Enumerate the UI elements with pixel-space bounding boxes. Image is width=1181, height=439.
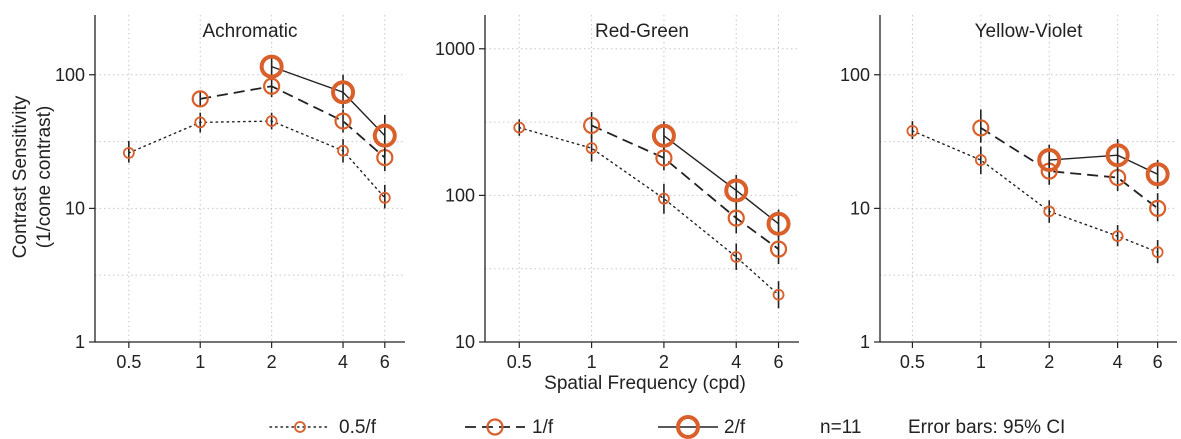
x-tick-label: 1 bbox=[195, 352, 205, 372]
data-point bbox=[122, 147, 135, 159]
y-tick-label: 100 bbox=[445, 185, 475, 205]
x-tick-label: 1 bbox=[587, 352, 597, 372]
x-tick-label: 6 bbox=[1153, 352, 1163, 372]
x-tick-label: 0.5 bbox=[507, 352, 532, 372]
chart-panels: 0.5 1 2 4 6 1 10 100 Achromatic 0.5 1 2 4 6 10 100 1000 R… bbox=[55, 15, 1177, 372]
data-point bbox=[1151, 246, 1164, 259]
data-point bbox=[372, 123, 397, 148]
data-point bbox=[1111, 230, 1124, 243]
data-point bbox=[1105, 143, 1130, 168]
series-1/f bbox=[582, 112, 788, 265]
data-point bbox=[582, 116, 601, 135]
series-line bbox=[663, 135, 779, 225]
series-1/f bbox=[972, 109, 1167, 222]
x-tick-label: 4 bbox=[338, 352, 348, 372]
x-tick-label: 2 bbox=[267, 352, 277, 372]
data-point bbox=[651, 123, 676, 148]
data-point bbox=[265, 115, 278, 127]
series-line bbox=[271, 65, 386, 137]
x-tick-label: 4 bbox=[1113, 352, 1123, 372]
data-point bbox=[1037, 148, 1062, 173]
series-0.5/f bbox=[122, 112, 391, 209]
series-0.5/f bbox=[513, 119, 785, 309]
panel-title: Red-Green bbox=[595, 21, 689, 42]
y-tick-label: 1 bbox=[75, 332, 85, 352]
data-point bbox=[772, 288, 785, 301]
data-point bbox=[906, 125, 919, 137]
legend-label-1f: 1/f bbox=[532, 417, 554, 438]
data-point bbox=[259, 54, 284, 79]
legend-swatch-marker bbox=[486, 418, 504, 436]
legend-label-05f: 0.5/f bbox=[339, 417, 377, 438]
x-tick-label: 6 bbox=[774, 352, 784, 372]
data-point bbox=[1043, 205, 1056, 218]
data-point bbox=[331, 80, 356, 105]
legend: 0.5/f 1/f 2/f n=11 Error bars: 95% CI bbox=[269, 415, 1065, 439]
legend-swatch-marker bbox=[294, 421, 306, 433]
data-point bbox=[766, 211, 791, 236]
y-tick-label: 10 bbox=[65, 198, 85, 218]
series-line bbox=[518, 126, 780, 296]
data-point bbox=[1145, 162, 1170, 187]
x-tick-label: 0.5 bbox=[900, 352, 925, 372]
y-tick-label: 100 bbox=[840, 65, 870, 85]
data-point bbox=[1149, 199, 1167, 217]
series-0.5/f bbox=[906, 121, 1164, 264]
data-point bbox=[727, 209, 745, 227]
series-line bbox=[591, 124, 780, 250]
x-axis-label: Spatial Frequency (cpd) bbox=[544, 373, 746, 394]
data-point bbox=[730, 251, 743, 263]
data-point bbox=[972, 119, 990, 137]
series-2/f bbox=[1037, 139, 1170, 189]
data-point bbox=[378, 191, 391, 204]
data-point bbox=[655, 149, 673, 167]
legend-swatches bbox=[269, 415, 718, 439]
series-line bbox=[911, 130, 1159, 253]
panel-title: Yellow-Violet bbox=[975, 21, 1083, 42]
data-point bbox=[769, 240, 788, 258]
x-tick-label: 6 bbox=[380, 352, 390, 372]
series-line bbox=[1049, 154, 1158, 175]
series-2/f bbox=[259, 54, 397, 156]
series-line bbox=[980, 127, 1159, 210]
y-axis-label-line2: (1/cone contrast) bbox=[34, 106, 55, 249]
data-point bbox=[194, 116, 207, 129]
legend-n-count: n=11 bbox=[820, 417, 861, 438]
y-tick-label: 1000 bbox=[435, 39, 475, 59]
legend-swatch-marker bbox=[676, 415, 700, 439]
panel-1: 0.5 1 2 4 6 10 100 1000 Red-Green bbox=[435, 15, 799, 372]
x-tick-label: 4 bbox=[731, 352, 741, 372]
series-line bbox=[128, 120, 386, 199]
x-tick-label: 2 bbox=[659, 352, 669, 372]
legend-error-bars-note: Error bars: 95% CI bbox=[908, 417, 1065, 438]
series-1/f bbox=[191, 75, 394, 172]
data-point bbox=[658, 192, 670, 205]
y-tick-label: 10 bbox=[850, 198, 870, 218]
y-tick-label: 10 bbox=[455, 332, 475, 352]
data-point bbox=[191, 90, 209, 108]
series-2/f bbox=[651, 121, 791, 238]
data-point bbox=[263, 77, 281, 95]
legend-label-2f: 2/f bbox=[724, 417, 746, 438]
x-tick-label: 2 bbox=[1044, 352, 1054, 372]
data-point bbox=[513, 121, 526, 134]
x-tick-label: 1 bbox=[976, 352, 986, 372]
data-point bbox=[724, 178, 749, 203]
panel-0: 0.5 1 2 4 6 1 10 100 Achromatic bbox=[55, 15, 405, 372]
data-point bbox=[337, 144, 349, 157]
data-point bbox=[974, 154, 987, 166]
panel-2: 0.5 1 2 4 6 1 10 100 Yellow-Violet bbox=[840, 15, 1177, 372]
data-point bbox=[585, 142, 598, 155]
y-tick-label: 100 bbox=[55, 65, 85, 85]
y-axis-label-line1: Contrast Sensitivity bbox=[10, 95, 31, 258]
series-line bbox=[200, 85, 386, 159]
panel-title: Achromatic bbox=[202, 21, 297, 42]
y-tick-label: 1 bbox=[860, 332, 870, 352]
x-tick-label: 0.5 bbox=[116, 352, 141, 372]
data-point bbox=[334, 112, 352, 130]
